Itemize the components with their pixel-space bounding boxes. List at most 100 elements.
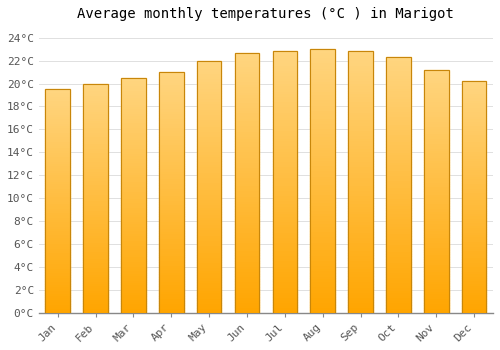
Bar xyxy=(234,110,260,112)
Bar xyxy=(310,112,335,115)
Bar xyxy=(272,72,297,75)
Bar xyxy=(424,211,448,213)
Bar xyxy=(462,220,486,222)
Bar xyxy=(84,102,108,104)
Bar xyxy=(46,234,70,237)
Bar xyxy=(424,274,448,276)
Bar xyxy=(84,170,108,173)
Bar xyxy=(348,198,373,200)
Bar xyxy=(424,121,448,123)
Bar xyxy=(121,205,146,207)
Bar xyxy=(159,135,184,137)
Bar xyxy=(197,78,222,81)
Bar xyxy=(84,104,108,106)
Bar xyxy=(159,72,184,313)
Bar xyxy=(234,294,260,297)
Bar xyxy=(46,96,70,98)
Bar xyxy=(462,269,486,271)
Bar xyxy=(121,150,146,153)
Bar xyxy=(121,219,146,221)
Bar xyxy=(46,132,70,134)
Bar xyxy=(197,257,222,260)
Bar xyxy=(159,262,184,265)
Bar xyxy=(234,193,260,196)
Bar xyxy=(386,216,410,218)
Bar xyxy=(424,99,448,102)
Bar xyxy=(84,132,108,134)
Bar xyxy=(424,225,448,228)
Bar xyxy=(462,285,486,287)
Bar xyxy=(234,253,260,256)
Bar xyxy=(310,68,335,70)
Bar xyxy=(159,306,184,308)
Bar xyxy=(462,178,486,181)
Bar xyxy=(234,230,260,232)
Bar xyxy=(46,181,70,183)
Bar xyxy=(310,260,335,262)
Bar xyxy=(462,91,486,93)
Bar xyxy=(197,176,222,179)
Bar xyxy=(159,106,184,108)
Bar xyxy=(272,156,297,159)
Bar xyxy=(424,94,448,97)
Bar xyxy=(84,143,108,145)
Bar xyxy=(272,203,297,205)
Bar xyxy=(159,111,184,113)
Bar xyxy=(310,228,335,231)
Bar xyxy=(272,146,297,148)
Bar xyxy=(197,71,222,73)
Bar xyxy=(386,193,410,195)
Bar xyxy=(121,193,146,195)
Bar xyxy=(197,280,222,282)
Bar xyxy=(272,258,297,260)
Bar xyxy=(159,221,184,224)
Bar xyxy=(234,115,260,118)
Bar xyxy=(197,111,222,113)
Bar xyxy=(272,281,297,284)
Bar xyxy=(424,177,448,179)
Bar xyxy=(424,262,448,264)
Bar xyxy=(272,276,297,279)
Bar xyxy=(121,181,146,183)
Bar xyxy=(386,70,410,72)
Bar xyxy=(272,140,297,143)
Bar xyxy=(84,267,108,269)
Bar xyxy=(310,255,335,257)
Bar xyxy=(310,120,335,123)
Bar xyxy=(197,298,222,300)
Bar xyxy=(234,211,260,214)
Bar xyxy=(84,207,108,210)
Bar xyxy=(348,310,373,313)
Bar xyxy=(197,151,222,154)
Bar xyxy=(310,89,335,91)
Bar xyxy=(348,98,373,101)
Bar xyxy=(462,255,486,257)
Bar xyxy=(121,108,146,111)
Bar xyxy=(84,159,108,161)
Bar xyxy=(348,294,373,297)
Bar xyxy=(121,247,146,249)
Bar xyxy=(46,167,70,170)
Bar xyxy=(121,214,146,216)
Bar xyxy=(46,190,70,192)
Bar xyxy=(386,239,410,241)
Bar xyxy=(424,196,448,198)
Bar xyxy=(121,230,146,233)
Bar xyxy=(272,177,297,180)
Bar xyxy=(159,139,184,142)
Bar xyxy=(121,148,146,150)
Bar xyxy=(121,101,146,104)
Bar xyxy=(234,300,260,302)
Bar xyxy=(272,151,297,153)
Bar xyxy=(272,253,297,255)
Bar xyxy=(272,64,297,67)
Bar xyxy=(121,306,146,308)
Bar xyxy=(84,130,108,132)
Bar xyxy=(46,127,70,130)
Bar xyxy=(159,144,184,147)
Bar xyxy=(272,193,297,195)
Bar xyxy=(272,93,297,96)
Bar xyxy=(159,265,184,267)
Bar xyxy=(424,182,448,184)
Bar xyxy=(234,276,260,279)
